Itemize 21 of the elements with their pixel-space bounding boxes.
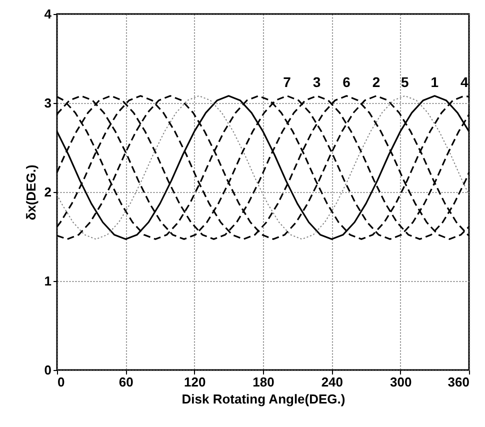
series-label: 2 <box>372 74 380 90</box>
y-tick-label: 1 <box>44 274 52 288</box>
x-tick-label: 300 <box>390 374 412 390</box>
y-tick-label: 4 <box>44 6 52 22</box>
y-tick-label: 3 <box>44 96 52 110</box>
x-tick-label: 360 <box>448 374 470 390</box>
y-axis-title: δx(DEG.) <box>23 164 38 220</box>
y-tick-label: 2 <box>44 184 52 200</box>
series-label: 5 <box>401 74 410 90</box>
x-axis-title: Disk Rotating Angle(DEG.) <box>182 392 346 406</box>
x-tick-label: 0 <box>58 374 65 390</box>
x-tick-label: 120 <box>184 374 206 390</box>
series-label: 3 <box>312 74 321 90</box>
series-label: 6 <box>342 74 351 90</box>
x-tick-label: 60 <box>118 374 134 390</box>
x-tick-label: 240 <box>321 374 344 390</box>
x-tick-label: 180 <box>252 374 274 390</box>
series-label: 4 <box>460 74 469 90</box>
series-label: 1 <box>430 74 439 90</box>
y-tick-label: 0 <box>44 362 52 378</box>
series-label: 7 <box>283 74 292 90</box>
